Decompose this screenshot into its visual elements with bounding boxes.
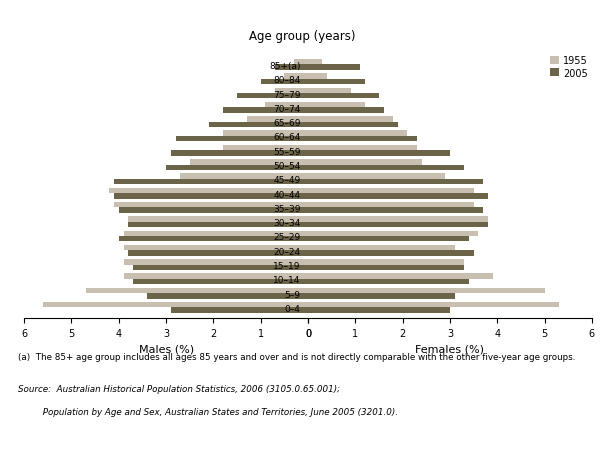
Bar — [124, 245, 308, 251]
Bar — [308, 94, 379, 99]
Bar — [223, 108, 308, 113]
Bar — [308, 217, 488, 222]
Bar — [181, 174, 308, 179]
Bar — [308, 288, 545, 293]
Bar — [308, 160, 422, 165]
Bar — [308, 88, 350, 94]
Text: (a)  The 85+ age group includes all ages 85 years and over and is not directly c: (a) The 85+ age group includes all ages … — [18, 353, 576, 362]
Bar — [147, 293, 308, 299]
Legend: 1955, 2005: 1955, 2005 — [548, 54, 590, 81]
Bar — [308, 179, 483, 185]
Bar — [128, 222, 308, 228]
Bar — [308, 174, 445, 179]
Bar — [237, 94, 308, 99]
Bar — [308, 245, 455, 251]
Bar — [266, 103, 308, 108]
Bar — [308, 208, 483, 213]
Text: Population by Age and Sex, Australian States and Territories, June 2005 (3201.0): Population by Age and Sex, Australian St… — [18, 407, 398, 416]
Bar — [119, 237, 308, 242]
Bar — [166, 165, 308, 171]
Bar — [261, 80, 308, 85]
Bar — [128, 251, 308, 256]
Bar — [209, 122, 308, 128]
Bar — [43, 303, 308, 308]
Bar — [128, 217, 308, 222]
Bar — [114, 194, 308, 199]
Bar — [275, 66, 308, 71]
Bar — [171, 308, 308, 313]
Bar — [308, 146, 417, 151]
Bar — [308, 265, 464, 270]
X-axis label: Females (%): Females (%) — [416, 344, 484, 354]
Bar — [308, 274, 492, 279]
Bar — [308, 202, 474, 208]
Bar — [308, 293, 455, 299]
Text: Age group (years): Age group (years) — [249, 30, 355, 43]
Bar — [171, 151, 308, 157]
Bar — [308, 122, 398, 128]
Bar — [119, 208, 308, 213]
Bar — [246, 117, 308, 122]
Bar — [308, 108, 384, 113]
Bar — [114, 202, 308, 208]
Bar — [133, 279, 308, 285]
Bar — [308, 165, 464, 171]
Bar — [190, 160, 308, 165]
Bar — [308, 80, 365, 85]
Bar — [114, 179, 308, 185]
Bar — [308, 279, 469, 285]
Bar — [124, 274, 308, 279]
Bar — [308, 194, 488, 199]
Text: Source:  Australian Historical Population Statistics, 2006 (3105.0.65.001);: Source: Australian Historical Population… — [18, 384, 340, 394]
Bar — [109, 188, 308, 194]
Bar — [308, 60, 323, 66]
Bar — [308, 74, 327, 80]
Bar — [124, 260, 308, 265]
Bar — [308, 231, 478, 237]
Bar — [308, 117, 393, 122]
Bar — [308, 222, 488, 228]
Bar — [284, 74, 308, 80]
Bar — [308, 308, 450, 313]
Bar — [133, 265, 308, 270]
Bar — [223, 146, 308, 151]
Bar — [308, 131, 407, 136]
Bar — [308, 251, 474, 256]
X-axis label: Males (%): Males (%) — [138, 344, 194, 354]
Bar — [308, 103, 365, 108]
Bar — [275, 88, 308, 94]
Bar — [308, 260, 464, 265]
Bar — [308, 188, 474, 194]
Bar — [294, 60, 308, 66]
Bar — [308, 303, 559, 308]
Bar — [308, 66, 360, 71]
Bar — [308, 237, 469, 242]
Bar — [124, 231, 308, 237]
Bar — [176, 136, 308, 142]
Bar — [308, 151, 450, 157]
Bar — [308, 136, 417, 142]
Bar — [86, 288, 308, 293]
Bar — [223, 131, 308, 136]
